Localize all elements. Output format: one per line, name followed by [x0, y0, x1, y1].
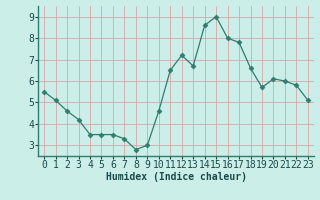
X-axis label: Humidex (Indice chaleur): Humidex (Indice chaleur): [106, 172, 246, 182]
